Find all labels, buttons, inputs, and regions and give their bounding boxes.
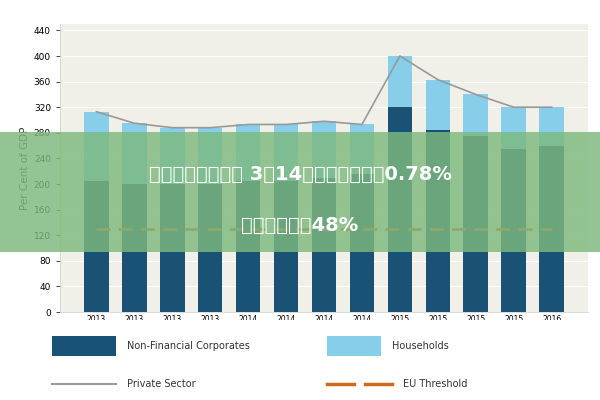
Bar (539, 146, 564, 312)
Bar (350, 124, 374, 174)
Bar (311, 121, 337, 178)
Bar (84, 181, 109, 312)
Bar (236, 124, 260, 181)
Bar (463, 136, 488, 312)
Text: Private Sector: Private Sector (127, 379, 196, 389)
Bar (502, 149, 526, 312)
Bar (463, 94, 488, 136)
Bar (84, 112, 109, 181)
Bar (350, 174, 374, 312)
Text: ，转股溢价率48%: ，转股溢价率48% (241, 216, 359, 235)
Bar (122, 184, 146, 312)
Bar (425, 130, 450, 312)
Bar (160, 128, 185, 184)
Text: 股票配资管理系统 3月14日双良转债上涨0.78%: 股票配资管理系统 3月14日双良转债上涨0.78% (149, 164, 451, 184)
Bar (160, 184, 185, 312)
Bar (274, 181, 298, 312)
FancyBboxPatch shape (52, 336, 116, 356)
Bar (198, 128, 223, 184)
Bar (274, 124, 298, 181)
Bar (236, 181, 260, 312)
Bar (122, 123, 146, 184)
Bar (539, 107, 564, 146)
Bar (388, 56, 412, 107)
Bar (388, 107, 412, 312)
Bar (198, 184, 223, 312)
Bar (425, 80, 450, 130)
Text: Non-Financial Corporates: Non-Financial Corporates (127, 341, 250, 351)
Text: Households: Households (392, 341, 449, 351)
Y-axis label: Per Cent of GDP: Per Cent of GDP (20, 126, 29, 210)
Bar (502, 107, 526, 149)
FancyBboxPatch shape (327, 336, 381, 356)
Text: EU Threshold: EU Threshold (403, 379, 467, 389)
Bar (311, 178, 337, 312)
